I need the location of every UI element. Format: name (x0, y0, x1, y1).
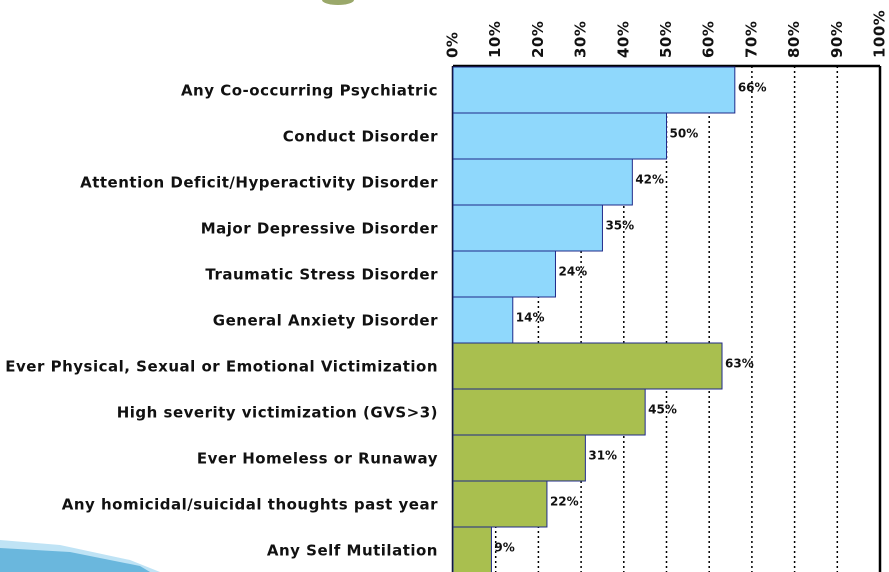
y-tick-label: Conduct Disorder (283, 128, 438, 146)
x-tick-label: 10% (486, 21, 504, 58)
x-tick-label: 40% (614, 21, 632, 58)
x-tick-label: 100% (871, 10, 889, 58)
value-label: 31% (588, 449, 617, 463)
bar (453, 481, 547, 527)
value-label: 9% (494, 541, 514, 555)
y-tick-label: Any Co-occurring Psychiatric (181, 82, 438, 100)
y-tick-label: Major Depressive Disorder (201, 220, 438, 238)
x-tick-label: 0% (444, 32, 462, 58)
y-tick-label: General Anxiety Disorder (213, 312, 438, 330)
x-tick-label: 60% (700, 21, 718, 58)
y-tick-label: Attention Deficit/Hyperactivity Disorder (80, 174, 438, 192)
y-tick-label: Any homicidal/suicidal thoughts past yea… (62, 496, 438, 514)
x-tick-label: 30% (572, 21, 590, 58)
x-tick-label: 70% (742, 21, 760, 58)
value-label: 35% (605, 219, 634, 233)
bar (453, 251, 555, 297)
value-label: 50% (670, 127, 699, 141)
x-tick-label: 50% (657, 21, 675, 58)
value-label: 66% (738, 81, 767, 95)
decoration (322, 0, 354, 5)
y-tick-label: Ever Physical, Sexual or Emotional Victi… (5, 358, 438, 376)
bar (453, 527, 491, 572)
bar (453, 67, 735, 113)
x-tick-label: 80% (785, 21, 803, 58)
x-tick-label: 90% (828, 21, 846, 58)
bar (453, 343, 722, 389)
bar (453, 435, 585, 481)
value-label: 63% (725, 357, 754, 371)
bar (453, 389, 645, 435)
chart: 0% 10% 20% 30% 40% 50% 60% 70% 80% 90% 100% Any Co-… (0, 0, 889, 572)
x-tick-label: 20% (529, 21, 547, 58)
bar (453, 159, 632, 205)
bar (453, 205, 602, 251)
value-label: 24% (558, 265, 587, 279)
value-label: 22% (550, 495, 579, 509)
y-tick-label: High severity victimization (GVS>3) (117, 404, 438, 422)
y-tick-label: Traumatic Stress Disorder (205, 266, 438, 284)
value-label: 42% (635, 173, 664, 187)
bar (453, 297, 513, 343)
value-label: 45% (648, 403, 677, 417)
y-tick-label: Ever Homeless or Runaway (197, 450, 438, 468)
bar (453, 113, 667, 159)
value-label: 14% (516, 311, 545, 325)
y-tick-label: Any Self Mutilation (267, 542, 438, 560)
